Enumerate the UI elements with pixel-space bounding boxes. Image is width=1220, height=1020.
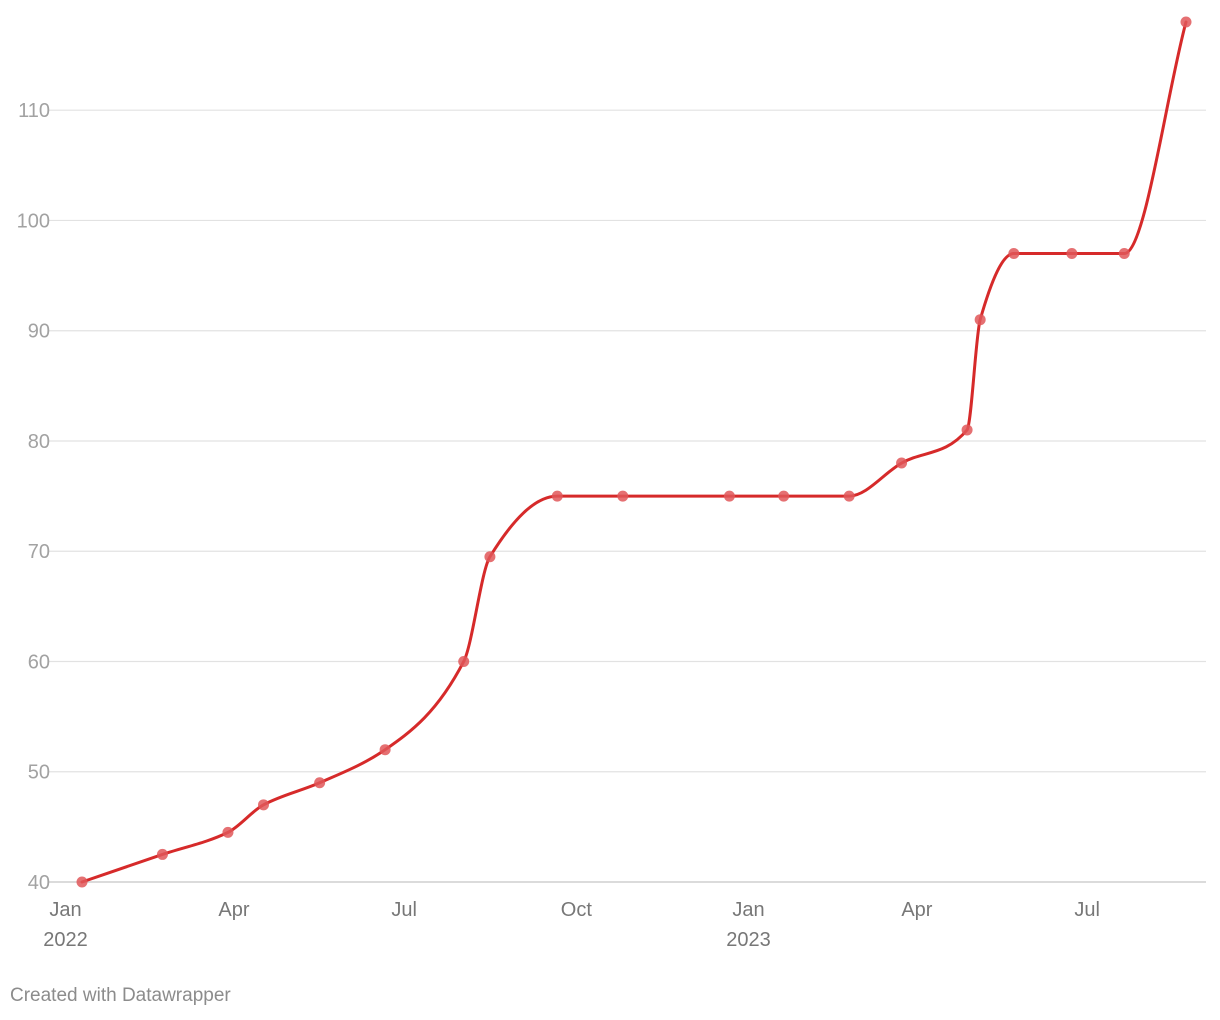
- data-point[interactable]: [843, 490, 855, 502]
- data-point[interactable]: [778, 490, 790, 502]
- data-point[interactable]: [222, 826, 234, 838]
- y-tick-label: 50: [28, 762, 50, 784]
- y-tick-label: 100: [17, 210, 50, 232]
- data-point[interactable]: [156, 848, 168, 860]
- y-tick-label: 60: [28, 651, 50, 673]
- data-point[interactable]: [379, 744, 391, 756]
- data-point[interactable]: [896, 457, 908, 469]
- line-chart: 40 50 60 70 80 90 100 110 Jan 2022 Apr Jul Oct Jan 20…: [17, 16, 1206, 951]
- y-axis-ticks: 40 50 60 70 80 90 100 110: [17, 100, 50, 894]
- data-point[interactable]: [484, 551, 496, 563]
- data-point[interactable]: [723, 490, 735, 502]
- x-tick-label: Apr: [901, 899, 932, 921]
- y-tick-label: 80: [28, 431, 50, 453]
- series-line: [80, 20, 1188, 884]
- x-tick-label: Jan: [732, 899, 764, 921]
- data-point[interactable]: [458, 655, 470, 667]
- x-tick-label: Jul: [1074, 899, 1100, 921]
- y-tick-label: 40: [28, 872, 50, 894]
- data-point[interactable]: [314, 777, 326, 789]
- series-line-layer: [80, 20, 1188, 884]
- data-point[interactable]: [1118, 248, 1130, 260]
- x-axis-ticks: Jan 2022 Apr Jul Oct Jan 2023 Apr Jul: [43, 899, 1100, 951]
- y-tick-label: 110: [18, 100, 50, 122]
- data-point[interactable]: [617, 490, 629, 502]
- x-tick-label: Jul: [391, 899, 417, 921]
- y-tick-label: 70: [28, 541, 50, 563]
- x-tick-year-label: 2023: [726, 929, 771, 951]
- data-point[interactable]: [1066, 248, 1078, 260]
- y-tick-label: 90: [28, 321, 50, 343]
- data-point[interactable]: [961, 424, 973, 436]
- data-point[interactable]: [551, 490, 563, 502]
- gridlines: [48, 109, 1206, 883]
- credit-footer[interactable]: Created with Datawrapper: [10, 985, 231, 1006]
- data-point[interactable]: [258, 799, 270, 811]
- data-point[interactable]: [974, 314, 986, 326]
- x-tick-label: Apr: [218, 899, 249, 921]
- x-tick-year-label: 2022: [43, 929, 88, 951]
- x-tick-label: Oct: [561, 899, 593, 921]
- data-point[interactable]: [1180, 16, 1192, 28]
- x-tick-label: Jan: [49, 899, 81, 921]
- data-point[interactable]: [1008, 248, 1020, 260]
- data-point[interactable]: [76, 876, 88, 888]
- data-points: [76, 16, 1192, 888]
